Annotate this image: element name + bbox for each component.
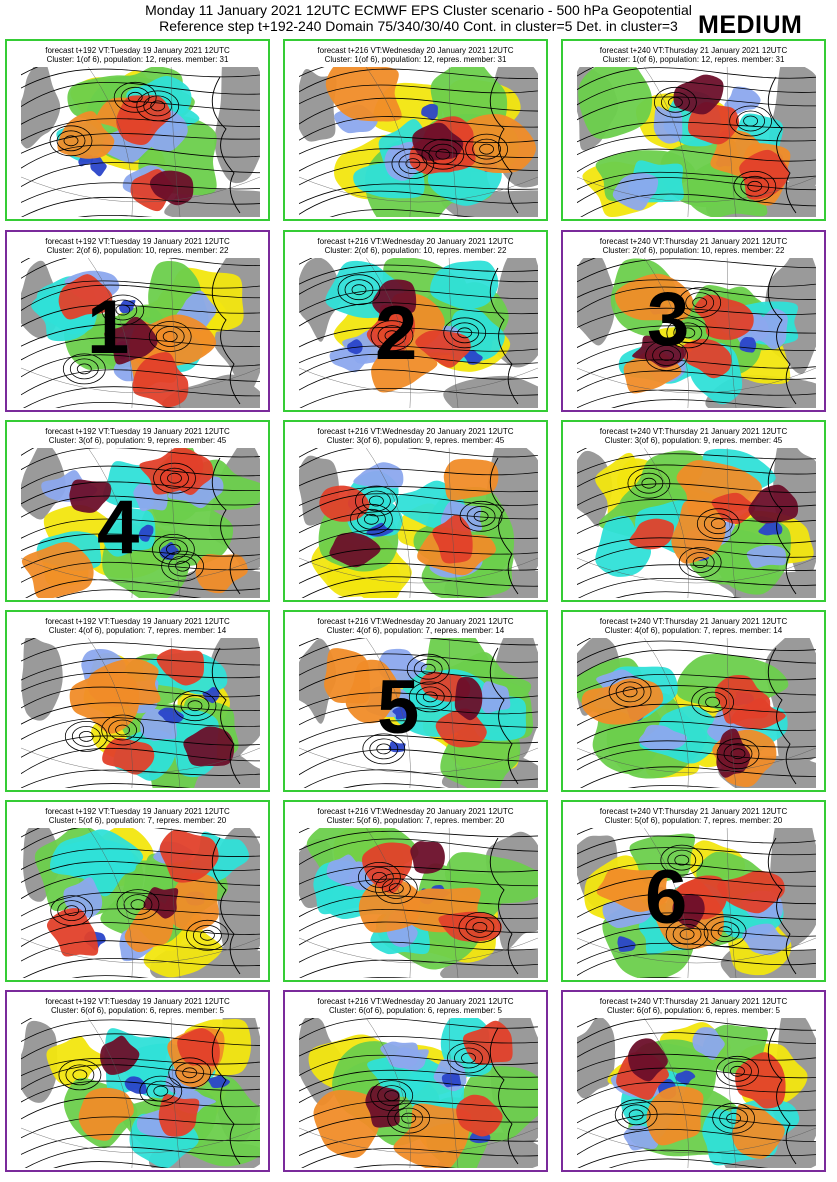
map-panel: forecast t+216 VT:Wednesday 20 January 2… [283,990,548,1172]
map-panel: forecast t+192 VT:Tuesday 19 January 202… [5,230,270,412]
map-panel: forecast t+192 VT:Tuesday 19 January 202… [5,420,270,602]
geopotential-map [566,242,824,410]
figure-subtitle: Reference step t+192-240 Domain 75/340/3… [159,18,678,34]
panel-cluster-line: Cluster: 6(of 6), population: 6, repres.… [607,1006,780,1015]
geopotential-map [10,428,268,600]
overlay-number: 5 [377,665,420,750]
panel-cluster-line: Cluster: 1(of 6), population: 12, repres… [602,55,785,64]
panel-forecast-line: forecast t+192 VT:Tuesday 19 January 202… [45,46,230,55]
panel-cluster-line: Cluster: 5(of 6), population: 7, repres.… [326,816,505,825]
panel-cluster-line: Cluster: 1(of 6), population: 12, repres… [324,55,507,64]
map-panel: forecast t+240 VT:Thursday 21 January 20… [561,610,826,792]
geopotential-map [10,46,268,219]
geopotential-map [566,802,824,980]
overlay-number: 2 [375,291,418,376]
geopotential-map [10,232,268,410]
panel-forecast-line: forecast t+240 VT:Thursday 21 January 20… [599,997,788,1006]
panel-forecast-line: forecast t+216 VT:Wednesday 20 January 2… [317,427,514,436]
panel-cluster-line: Cluster: 4(of 6), population: 7, repres.… [326,626,505,635]
panel-forecast-line: forecast t+192 VT:Tuesday 19 January 202… [45,807,230,816]
overlay-number: 1 [87,285,130,370]
geopotential-map [566,620,824,790]
map-panel: forecast t+192 VT:Tuesday 19 January 202… [5,990,270,1172]
panel-cluster-line: Cluster: 3(of 6), population: 9, repres.… [48,436,227,445]
panel-cluster-line: Cluster: 4(of 6), population: 7, repres.… [604,626,783,635]
panel-cluster-line: Cluster: 5(of 6), population: 7, repres.… [604,816,783,825]
panel-forecast-line: forecast t+192 VT:Tuesday 19 January 202… [45,997,230,1006]
panel-forecast-line: forecast t+240 VT:Thursday 21 January 20… [599,427,788,436]
map-panel: forecast t+216 VT:Wednesday 20 January 2… [283,800,548,982]
map-panel: forecast t+192 VT:Tuesday 19 January 202… [5,39,270,221]
geopotential-map [288,52,546,219]
map-panel: forecast t+240 VT:Thursday 21 January 20… [561,800,826,982]
panel-forecast-line: forecast t+240 VT:Thursday 21 January 20… [599,807,788,816]
geopotential-map [288,1002,546,1170]
panel-forecast-line: forecast t+240 VT:Thursday 21 January 20… [599,46,788,55]
panel-cluster-line: Cluster: 3(of 6), population: 9, repres.… [604,436,783,445]
panel-forecast-line: forecast t+192 VT:Tuesday 19 January 202… [45,237,230,246]
map-panel: forecast t+192 VT:Tuesday 19 January 202… [5,800,270,982]
panel-cluster-line: Cluster: 5(of 6), population: 7, repres.… [48,816,227,825]
geopotential-map [288,430,546,600]
geopotential-map [288,621,546,790]
geopotential-map [566,1004,824,1170]
panel-forecast-line: forecast t+240 VT:Thursday 21 January 20… [599,617,788,626]
map-panel: forecast t+240 VT:Thursday 21 January 20… [561,230,826,412]
overlay-number: 4 [97,485,140,570]
geopotential-map [566,431,824,600]
panel-cluster-line: Cluster: 3(of 6), population: 9, repres.… [326,436,505,445]
panel-cluster-line: Cluster: 2(of 6), population: 10, repres… [324,246,507,255]
map-panel: forecast t+216 VT:Wednesday 20 January 2… [283,39,548,221]
overlay-number: 6 [645,855,688,940]
geopotential-map [566,52,824,219]
overlay-number: 3 [647,277,690,362]
map-panel: forecast t+216 VT:Wednesday 20 January 2… [283,420,548,602]
map-panel: forecast t+240 VT:Thursday 21 January 20… [561,39,826,221]
geopotential-map [10,997,268,1170]
figure-title: Monday 11 January 2021 12UTC ECMWF EPS C… [145,2,692,18]
panel-forecast-line: forecast t+216 VT:Wednesday 20 January 2… [317,807,514,816]
panel-cluster-line: Cluster: 6(of 6), population: 6, repres.… [51,1006,224,1015]
medium-badge: MEDIUM [698,11,803,39]
geopotential-map [10,614,268,790]
map-panel: forecast t+216 VT:Wednesday 20 January 2… [283,610,548,792]
panel-forecast-line: forecast t+240 VT:Thursday 21 January 20… [599,237,788,246]
panel-forecast-line: forecast t+216 VT:Wednesday 20 January 2… [317,46,514,55]
panel-forecast-line: forecast t+216 VT:Wednesday 20 January 2… [317,617,514,626]
geopotential-map [288,813,546,980]
panel-cluster-line: Cluster: 2(of 6), population: 10, repres… [602,246,785,255]
geopotential-map [288,235,546,410]
panel-forecast-line: forecast t+192 VT:Tuesday 19 January 202… [45,427,230,436]
map-panel: forecast t+240 VT:Thursday 21 January 20… [561,420,826,602]
map-panel: forecast t+240 VT:Thursday 21 January 20… [561,990,826,1172]
panel-cluster-line: Cluster: 1(of 6), population: 12, repres… [46,55,229,64]
panel-forecast-line: forecast t+192 VT:Tuesday 19 January 202… [45,617,230,626]
panel-cluster-line: Cluster: 2(of 6), population: 10, repres… [46,246,229,255]
panel-forecast-line: forecast t+216 VT:Wednesday 20 January 2… [317,237,514,246]
map-panel: forecast t+216 VT:Wednesday 20 January 2… [283,230,548,412]
panel-cluster-line: Cluster: 4(of 6), population: 7, repres.… [48,626,227,635]
panel-forecast-line: forecast t+216 VT:Wednesday 20 January 2… [317,997,514,1006]
panel-cluster-line: Cluster: 6(of 6), population: 6, repres.… [329,1006,502,1015]
map-panel: forecast t+192 VT:Tuesday 19 January 202… [5,610,270,792]
geopotential-map [10,812,268,980]
